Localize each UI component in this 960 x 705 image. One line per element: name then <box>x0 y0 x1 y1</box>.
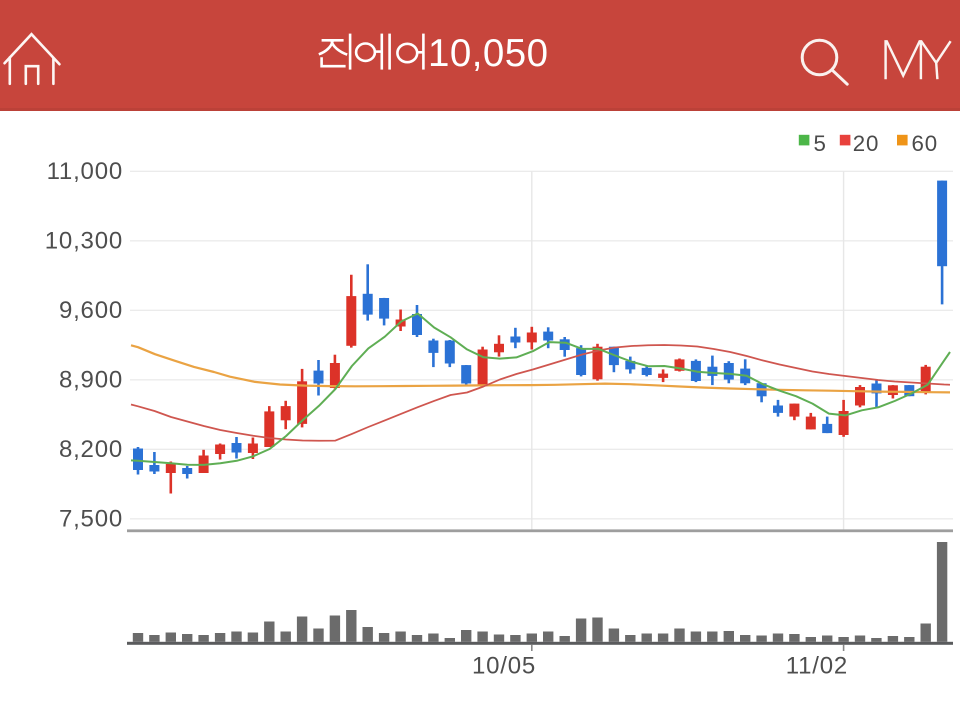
svg-text:5: 5 <box>814 131 826 156</box>
svg-text:8,900: 8,900 <box>59 367 123 394</box>
svg-text:11,000: 11,000 <box>47 158 123 185</box>
svg-text:20: 20 <box>853 131 879 156</box>
svg-text:9,600: 9,600 <box>59 297 123 324</box>
svg-text:11/02: 11/02 <box>786 653 848 680</box>
svg-text:10,050: 10,050 <box>428 32 548 75</box>
svg-text:10,300: 10,300 <box>45 228 123 255</box>
svg-text:7,500: 7,500 <box>59 506 123 533</box>
svg-text:8,200: 8,200 <box>59 436 123 463</box>
svg-text:10/05: 10/05 <box>472 653 536 680</box>
svg-text:60: 60 <box>912 131 938 156</box>
